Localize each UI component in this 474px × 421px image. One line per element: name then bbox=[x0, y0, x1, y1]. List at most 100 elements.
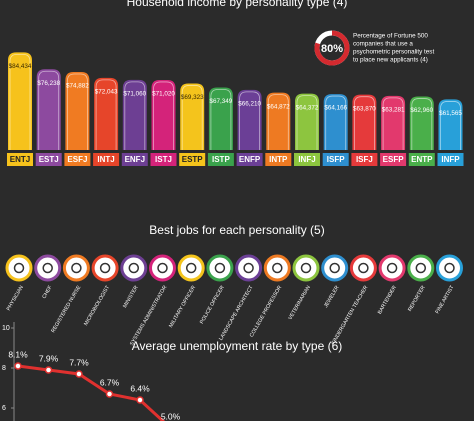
job-icon-glyph bbox=[415, 262, 427, 274]
bar-outline bbox=[239, 91, 260, 150]
category-box bbox=[265, 153, 292, 166]
bar-value-label: $74,882 bbox=[66, 83, 89, 90]
callout-text: Percentage of Fortune 500 bbox=[353, 33, 428, 40]
point-label: 5.0% bbox=[161, 411, 181, 421]
job-icon bbox=[62, 254, 90, 282]
x-tick-label: ISFP bbox=[327, 155, 345, 164]
y-tick-label: 10 bbox=[2, 325, 10, 332]
x-tick-label: INFJ bbox=[298, 155, 315, 164]
job-icon bbox=[91, 254, 119, 282]
category-box bbox=[7, 153, 33, 166]
bar bbox=[266, 92, 291, 150]
x-tick-label: ESTP bbox=[182, 155, 204, 164]
bar-outline bbox=[354, 96, 375, 150]
x-tick-label: INTJ bbox=[97, 155, 114, 164]
category-box bbox=[236, 153, 263, 166]
bar-outline bbox=[38, 70, 60, 150]
job-icon bbox=[120, 254, 148, 282]
bar-value-label: $66,210 bbox=[238, 101, 261, 108]
category-box bbox=[380, 153, 407, 166]
bar-value-label: $61,565 bbox=[439, 110, 462, 117]
job-icon-glyph bbox=[243, 262, 254, 274]
bar-value-label: $69,323 bbox=[181, 94, 204, 101]
category-box bbox=[437, 153, 464, 166]
category-box bbox=[93, 153, 120, 166]
bar-value-label: $63,870 bbox=[353, 105, 376, 112]
bar-outline bbox=[124, 81, 146, 150]
bar-chart-title: Household income by personality type (4) bbox=[127, 0, 348, 9]
job-icon-glyph bbox=[329, 262, 340, 274]
point bbox=[14, 362, 22, 370]
category-box bbox=[121, 153, 148, 166]
bar-outline bbox=[440, 101, 461, 150]
bar bbox=[8, 52, 32, 150]
job-icon bbox=[349, 254, 377, 282]
job-icon-glyph bbox=[444, 262, 455, 274]
point-label: 7.9% bbox=[39, 353, 59, 363]
x-tick-label: ESFP bbox=[383, 155, 405, 164]
bar bbox=[208, 87, 233, 150]
bar-outline bbox=[267, 94, 289, 150]
category-box bbox=[150, 153, 177, 166]
bar-outline bbox=[296, 95, 318, 150]
line bbox=[17, 364, 166, 421]
bar-outline bbox=[95, 79, 117, 150]
category-box bbox=[207, 153, 234, 166]
job-icon bbox=[292, 254, 320, 282]
job-icon bbox=[436, 254, 463, 282]
job-icon-glyph bbox=[185, 262, 197, 274]
category-box bbox=[408, 153, 435, 166]
bar-outline bbox=[382, 97, 404, 150]
bar bbox=[122, 79, 147, 150]
category-box bbox=[179, 153, 206, 166]
category-box bbox=[322, 153, 349, 166]
bar-outline bbox=[9, 53, 31, 150]
job-icon bbox=[407, 254, 435, 282]
point bbox=[75, 370, 83, 378]
point-label: 8.1% bbox=[8, 349, 28, 359]
callout-text: to place new applicants (4) bbox=[353, 57, 428, 64]
category-box bbox=[35, 153, 62, 166]
bar bbox=[323, 94, 348, 150]
job-icon-glyph bbox=[157, 262, 168, 274]
bar bbox=[295, 93, 319, 150]
x-tick-label: ENTP bbox=[411, 155, 433, 164]
job-icon-glyph bbox=[214, 262, 226, 274]
bar bbox=[237, 89, 262, 150]
bar-value-label: $64,372 bbox=[296, 104, 319, 111]
bar-value-label: $63,281 bbox=[382, 107, 405, 114]
category-box bbox=[294, 153, 320, 166]
category-box bbox=[351, 153, 378, 166]
job-icon-glyph bbox=[71, 262, 82, 274]
point bbox=[136, 396, 144, 404]
bar-outline bbox=[67, 73, 88, 150]
bar-value-label: $76,238 bbox=[37, 80, 60, 87]
job-icon-glyph bbox=[99, 262, 111, 274]
bar-outline bbox=[411, 98, 433, 150]
bar bbox=[409, 96, 434, 150]
bar-outline bbox=[325, 95, 347, 150]
job-icon-glyph bbox=[272, 262, 283, 274]
point-label: 7.7% bbox=[69, 357, 89, 367]
point bbox=[105, 390, 114, 398]
job-icon-glyph bbox=[300, 262, 312, 274]
bar bbox=[94, 77, 119, 150]
job-icon bbox=[235, 254, 263, 282]
bar bbox=[151, 79, 176, 150]
x-tick-label: ESTJ bbox=[39, 155, 59, 164]
x-tick-label: ISTP bbox=[212, 155, 230, 164]
bar-value-label: $62,960 bbox=[410, 107, 433, 114]
bar-value-label: $71,060 bbox=[123, 91, 146, 98]
x-tick-label: ENFJ bbox=[125, 155, 145, 164]
y-tick-label: 8 bbox=[2, 365, 6, 372]
x-tick-label: ESFJ bbox=[67, 155, 87, 164]
x-tick-label: ISTJ bbox=[155, 155, 172, 164]
x-tick-label: INTP bbox=[269, 155, 288, 164]
bar-value-label: $84,434 bbox=[9, 63, 32, 70]
bar-outline bbox=[153, 81, 174, 150]
bar bbox=[352, 94, 377, 150]
callout-value: 80% bbox=[321, 43, 343, 55]
jobs-title: Best jobs for each personality (5) bbox=[149, 223, 324, 237]
